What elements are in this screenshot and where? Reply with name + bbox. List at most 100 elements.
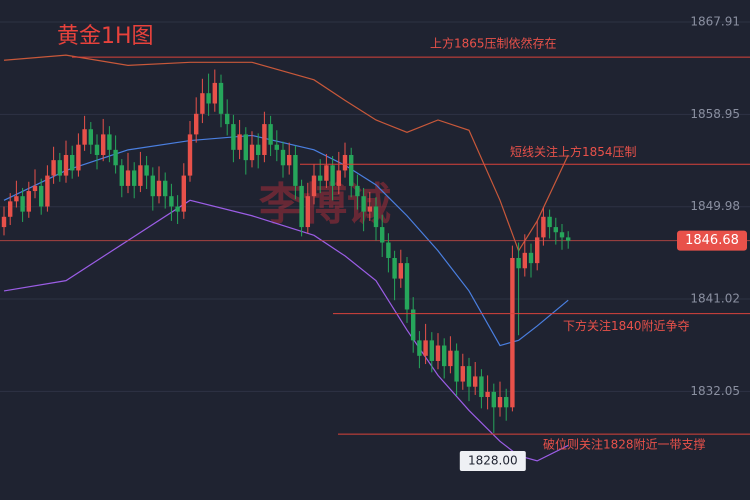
candle-body: [256, 144, 261, 155]
candle-body: [305, 196, 310, 228]
candle-body: [299, 185, 304, 228]
level-annotation: 短线关注上方1854压制: [510, 144, 637, 159]
band-line: [3, 199, 569, 462]
candle-body: [113, 149, 118, 166]
candle-body: [144, 165, 149, 176]
candle-body: [460, 366, 465, 382]
candle-body: [218, 82, 224, 114]
candle-body: [398, 263, 403, 279]
candle-body: [231, 124, 236, 150]
candle-body: [547, 216, 552, 228]
candle-body: [336, 170, 341, 186]
candle-body: [293, 154, 298, 186]
candle-body: [163, 180, 168, 197]
y-tick-label: 1832.05: [690, 384, 740, 398]
candle-body: [280, 149, 286, 166]
candle-body: [417, 340, 422, 356]
candle-body: [45, 175, 50, 207]
candle-body: [107, 134, 112, 150]
candle-body: [8, 201, 13, 217]
candle-body: [330, 165, 335, 186]
y-tick-label: 1867.91: [690, 15, 740, 29]
y-tick-label: 1841.02: [690, 291, 740, 305]
candle-body: [491, 391, 496, 408]
price-tag: [677, 230, 747, 251]
candle-body: [355, 185, 360, 197]
candle-body: [63, 154, 69, 176]
candle-body: [262, 124, 267, 155]
candle-body: [311, 175, 317, 197]
candle-body: [39, 185, 44, 207]
candle-body: [485, 391, 490, 398]
candle-body: [57, 160, 62, 176]
candle-body: [237, 134, 242, 150]
band-line: [3, 54, 569, 253]
candle-body: [125, 170, 131, 186]
candle-body: [82, 129, 87, 145]
candle-body: [454, 350, 459, 382]
candle-body: [32, 185, 38, 192]
candle-body: [553, 227, 558, 233]
candle-body: [26, 191, 31, 212]
y-tick-label: 1858.95: [690, 107, 740, 121]
candle-body: [504, 397, 509, 408]
candle-body: [150, 175, 155, 197]
candle-body: [88, 129, 93, 145]
candle-body: [516, 257, 521, 269]
candle-body: [14, 196, 19, 202]
candle-body: [373, 206, 379, 228]
candle-body: [51, 160, 56, 176]
candle-body: [411, 309, 416, 341]
candle-body: [342, 154, 348, 171]
candle-body: [132, 170, 137, 186]
level-annotation: 下方关注1840附近争夺: [563, 318, 690, 333]
candle-body: [181, 175, 186, 212]
candle-body: [361, 196, 366, 212]
candle-body: [119, 165, 124, 186]
y-tick-label: 1849.98: [690, 199, 740, 213]
candle-body: [249, 144, 255, 161]
candle-body: [169, 196, 174, 207]
watermark: 李博诚: [259, 179, 391, 230]
candle-body: [212, 82, 217, 104]
candle-body: [535, 237, 540, 264]
candle-body: [101, 134, 106, 155]
candle-body: [367, 206, 372, 212]
candle-body: [479, 376, 484, 398]
candle-body: [156, 180, 162, 197]
candle-body: [429, 340, 434, 361]
candle-body: [225, 113, 230, 125]
candle-body: [1, 216, 7, 228]
candle-body: [318, 175, 323, 181]
candle-body: [473, 376, 478, 387]
low-tag: [459, 451, 526, 471]
candle-body: [522, 252, 527, 269]
candle-body: [566, 237, 571, 241]
candle-body: [528, 252, 534, 264]
candle-body: [20, 196, 25, 212]
candle-body: [423, 340, 428, 356]
candle-body: [94, 144, 100, 155]
candle-body: [466, 366, 472, 387]
candle-body: [510, 257, 515, 408]
low-tag-label: 1828.00: [468, 454, 518, 468]
chart-title: 黄金1H图: [57, 24, 154, 49]
candle-body: [268, 124, 273, 145]
candle-body: [435, 345, 441, 361]
candle-body: [541, 216, 546, 238]
candle-body: [274, 144, 279, 150]
candle-body: [187, 134, 193, 176]
candle-body: [349, 154, 354, 186]
candle-body: [70, 154, 75, 171]
candle-body: [386, 242, 391, 258]
candle-body: [497, 397, 503, 408]
candle-body: [206, 93, 211, 104]
candle-body: [392, 257, 397, 279]
candle-body: [287, 154, 292, 166]
candle-body: [138, 165, 143, 186]
candle-body: [243, 134, 248, 161]
price-tag-label: 1846.68: [685, 233, 739, 248]
candle-body: [194, 113, 199, 135]
